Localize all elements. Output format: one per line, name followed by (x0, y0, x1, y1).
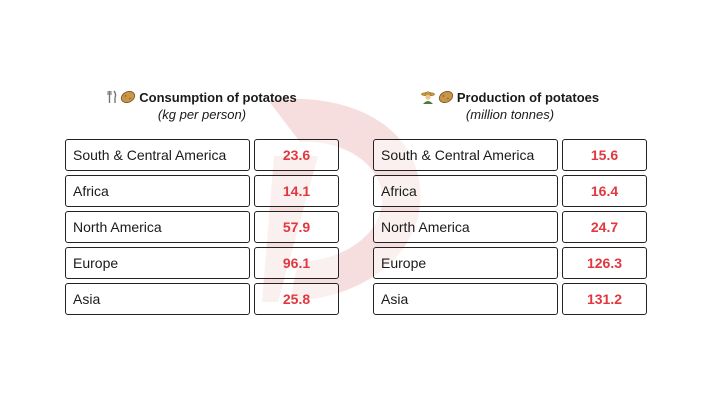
region-label: Europe (65, 247, 250, 279)
consumption-value: 96.1 (254, 247, 339, 279)
region-label: North America (373, 211, 558, 243)
farmer-icon (421, 91, 435, 104)
production-title: Production of potatoes (456, 90, 600, 105)
region-label: Asia (373, 283, 558, 315)
fork-knife-icon (107, 90, 117, 103)
consumption-row: Europe 96.1 (65, 247, 339, 279)
consumption-title: Consumption of potatoes (139, 90, 297, 105)
consumption-row: Africa 14.1 (65, 175, 339, 207)
potato-icon (121, 91, 136, 103)
region-label: South & Central America (373, 139, 558, 171)
consumption-value: 25.8 (254, 283, 339, 315)
production-row: Asia 131.2 (373, 283, 647, 315)
consumption-row: Asia 25.8 (65, 283, 339, 315)
production-panel: Production of potatoes (million tonnes) … (373, 89, 647, 319)
region-label: Africa (373, 175, 558, 207)
production-row: Africa 16.4 (373, 175, 647, 207)
consumption-row: North America 57.9 (65, 211, 339, 243)
consumption-value: 57.9 (254, 211, 339, 243)
region-label: South & Central America (65, 139, 250, 171)
region-label: Europe (373, 247, 558, 279)
consumption-value: 23.6 (254, 139, 339, 171)
production-row: North America 24.7 (373, 211, 647, 243)
consumption-row: South & Central America 23.6 (65, 139, 339, 171)
potato-icon (438, 91, 453, 103)
production-value: 16.4 (562, 175, 647, 207)
region-label: North America (65, 211, 250, 243)
production-value: 126.3 (562, 247, 647, 279)
production-value: 15.6 (562, 139, 647, 171)
production-subtitle: (million tonnes) (465, 107, 555, 122)
production-row: South & Central America 15.6 (373, 139, 647, 171)
region-label: Asia (65, 283, 250, 315)
consumption-value: 14.1 (254, 175, 339, 207)
production-row: Europe 126.3 (373, 247, 647, 279)
consumption-subtitle: (kg per person) (157, 107, 247, 122)
consumption-panel: Consumption of potatoes (kg per person) … (65, 89, 339, 319)
production-value: 131.2 (562, 283, 647, 315)
region-label: Africa (65, 175, 250, 207)
production-value: 24.7 (562, 211, 647, 243)
